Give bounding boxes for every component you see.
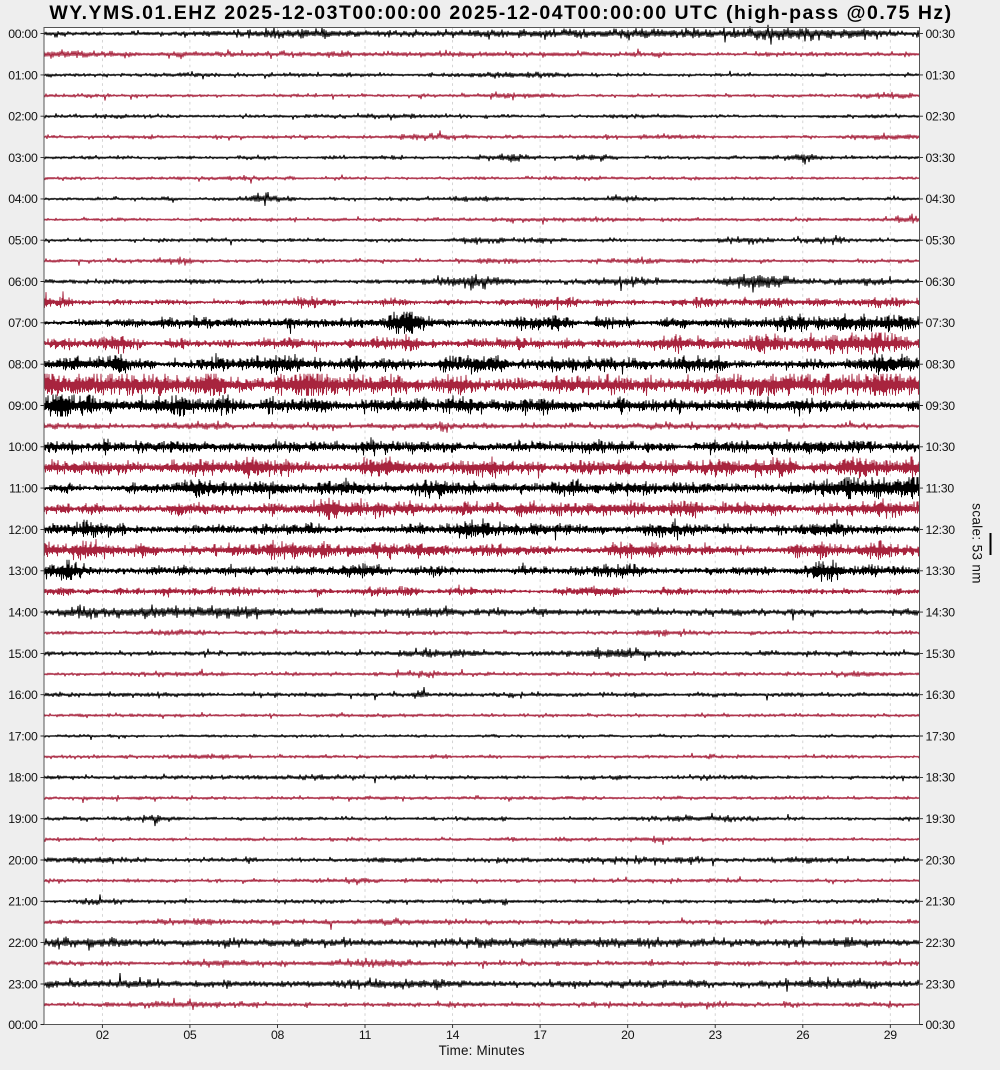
svg-text:14: 14 — [446, 1028, 460, 1042]
svg-text:01:30: 01:30 — [926, 68, 956, 82]
svg-text:22:30: 22:30 — [926, 936, 956, 950]
svg-text:21:00: 21:00 — [8, 895, 38, 909]
svg-text:09:30: 09:30 — [926, 399, 956, 413]
svg-text:23: 23 — [709, 1028, 723, 1042]
svg-text:16:30: 16:30 — [926, 688, 956, 702]
svg-text:23:00: 23:00 — [8, 977, 38, 991]
svg-text:15:30: 15:30 — [926, 647, 956, 661]
svg-text:05: 05 — [183, 1028, 197, 1042]
svg-text:07:30: 07:30 — [926, 316, 956, 330]
svg-text:00:00: 00:00 — [8, 1018, 38, 1032]
svg-text:10:30: 10:30 — [926, 440, 956, 454]
svg-text:14:30: 14:30 — [926, 605, 956, 619]
svg-text:11: 11 — [359, 1028, 372, 1042]
svg-text:14:00: 14:00 — [8, 605, 38, 619]
svg-text:12:00: 12:00 — [8, 523, 38, 537]
svg-text:00:00: 00:00 — [8, 27, 38, 41]
svg-text:09:00: 09:00 — [8, 399, 38, 413]
svg-text:12:30: 12:30 — [926, 523, 956, 537]
svg-text:05:30: 05:30 — [926, 234, 956, 248]
svg-text:17: 17 — [534, 1028, 548, 1042]
svg-text:00:30: 00:30 — [926, 27, 956, 41]
svg-text:08:30: 08:30 — [926, 358, 956, 372]
svg-text:18:00: 18:00 — [8, 771, 38, 785]
svg-text:19:00: 19:00 — [8, 812, 38, 826]
svg-text:WY.YMS.01.EHZ 2025-12-03T00:00: WY.YMS.01.EHZ 2025-12-03T00:00:00 2025-1… — [49, 2, 952, 24]
svg-text:00:30: 00:30 — [926, 1018, 956, 1032]
svg-text:16:00: 16:00 — [8, 688, 38, 702]
svg-text:15:00: 15:00 — [8, 647, 38, 661]
svg-text:26: 26 — [796, 1028, 810, 1042]
svg-text:04:00: 04:00 — [8, 192, 38, 206]
svg-text:17:00: 17:00 — [8, 729, 38, 743]
svg-text:20:30: 20:30 — [926, 853, 956, 867]
svg-text:08: 08 — [271, 1028, 285, 1042]
svg-text:08:00: 08:00 — [8, 358, 38, 372]
svg-text:05:00: 05:00 — [8, 234, 38, 248]
svg-text:02: 02 — [96, 1028, 110, 1042]
svg-text:13:00: 13:00 — [8, 564, 38, 578]
svg-text:29: 29 — [884, 1028, 898, 1042]
svg-text:06:00: 06:00 — [8, 275, 38, 289]
svg-text:02:30: 02:30 — [926, 110, 956, 124]
svg-text:02:00: 02:00 — [8, 110, 38, 124]
svg-text:03:30: 03:30 — [926, 151, 956, 165]
svg-text:07:00: 07:00 — [8, 316, 38, 330]
svg-text:04:30: 04:30 — [926, 192, 956, 206]
svg-text:21:30: 21:30 — [926, 895, 956, 909]
svg-text:23:30: 23:30 — [926, 977, 956, 991]
svg-text:06:30: 06:30 — [926, 275, 956, 289]
svg-text:20:00: 20:00 — [8, 853, 38, 867]
svg-text:20: 20 — [621, 1028, 635, 1042]
svg-text:18:30: 18:30 — [926, 771, 956, 785]
svg-text:03:00: 03:00 — [8, 151, 38, 165]
svg-text:17:30: 17:30 — [926, 729, 956, 743]
svg-text:19:30: 19:30 — [926, 812, 956, 826]
svg-text:Time: Minutes: Time: Minutes — [439, 1043, 525, 1058]
svg-text:11:30: 11:30 — [926, 482, 955, 496]
svg-text:11:00: 11:00 — [9, 482, 38, 496]
svg-text:10:00: 10:00 — [8, 440, 38, 454]
svg-text:01:00: 01:00 — [8, 68, 38, 82]
svg-text:scale: 53 nm: scale: 53 nm — [970, 503, 985, 584]
svg-text:22:00: 22:00 — [8, 936, 38, 950]
svg-text:13:30: 13:30 — [926, 564, 956, 578]
